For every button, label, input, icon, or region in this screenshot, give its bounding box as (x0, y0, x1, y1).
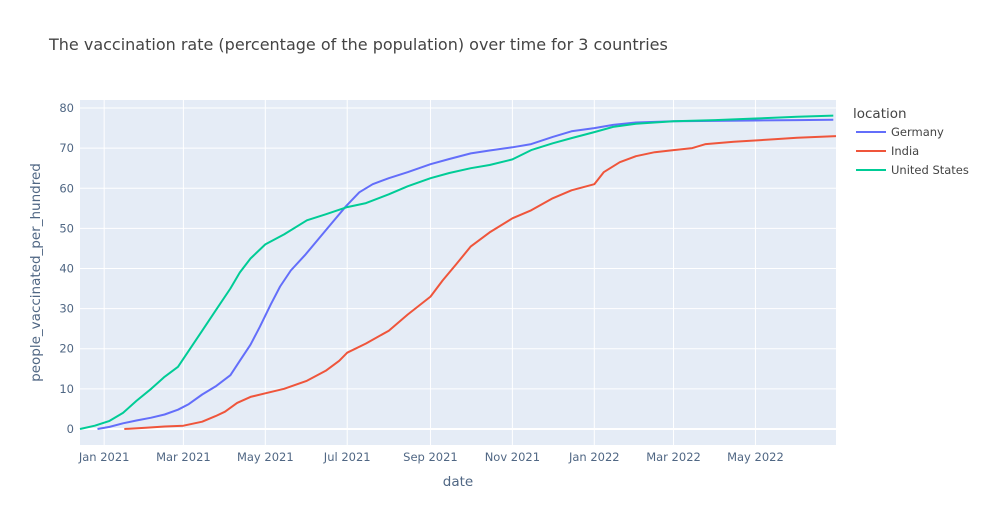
grid-lines (80, 100, 836, 445)
series-line-germany[interactable] (97, 118, 834, 430)
series-line-united-states[interactable] (79, 114, 834, 430)
y-tick-label: 20 (59, 342, 74, 356)
y-tick-label: 40 (59, 261, 74, 275)
y-tick-label: 50 (59, 221, 74, 235)
x-axis-title: date (443, 474, 473, 490)
x-tick-label: Jul 2021 (323, 450, 371, 464)
y-axis-title: people_vaccinated_per_hundred (28, 163, 44, 382)
x-tick-label: May 2021 (237, 450, 294, 464)
legend-item-germany[interactable]: Germany (891, 125, 944, 139)
x-tick-label: Nov 2021 (485, 450, 540, 464)
legend-item-united-states[interactable]: United States (891, 163, 969, 177)
y-tick-label: 30 (59, 302, 74, 316)
series-lines (79, 114, 837, 430)
x-axis-ticks: Jan 2021 Mar 2021 May 2021 Jul 2021 Sep 2021… (78, 450, 784, 464)
series-line-india[interactable] (124, 135, 837, 430)
y-tick-label: 10 (59, 382, 74, 396)
x-tick-label: Jan 2022 (568, 450, 620, 464)
chart-title: The vaccination rate (percentage of the … (48, 35, 668, 54)
x-tick-label: Mar 2021 (156, 450, 211, 464)
x-tick-label: May 2022 (727, 450, 784, 464)
y-tick-label: 80 (59, 101, 74, 115)
x-tick-label: Jan 2021 (78, 450, 130, 464)
x-tick-label: Mar 2022 (646, 450, 701, 464)
legend-title: location (853, 106, 907, 122)
y-tick-label: 60 (59, 181, 74, 195)
y-tick-label: 0 (67, 422, 74, 436)
plot-area (80, 100, 836, 445)
y-axis-ticks: 0 10 20 30 40 50 60 70 80 (59, 101, 74, 436)
y-tick-label: 70 (59, 141, 74, 155)
legend-item-india[interactable]: India (891, 144, 919, 158)
x-tick-label: Sep 2021 (403, 450, 458, 464)
legend[interactable]: location Germany India United States (853, 106, 969, 177)
